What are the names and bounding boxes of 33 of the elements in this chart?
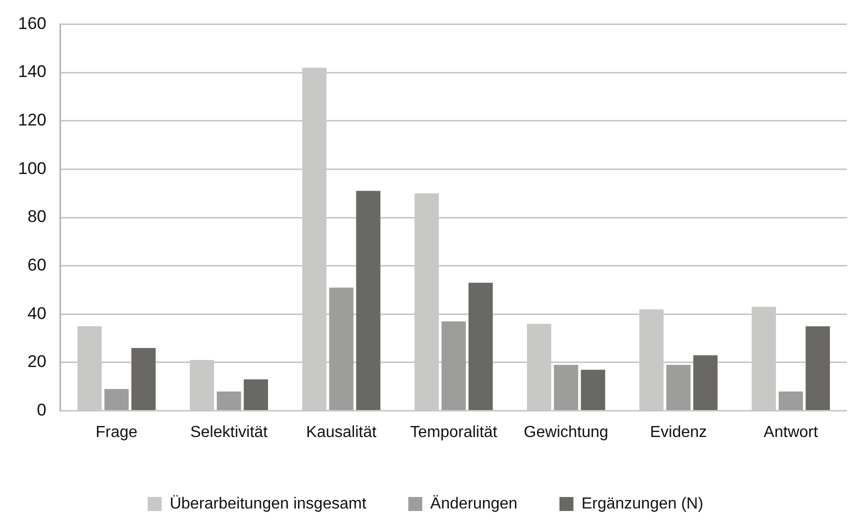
y-tick-label: 160 <box>18 14 46 33</box>
bar <box>216 391 242 410</box>
bar <box>778 391 803 410</box>
bar <box>666 364 691 410</box>
bar <box>468 282 493 410</box>
y-tick-label: 20 <box>27 352 46 372</box>
y-tick-label: 140 <box>18 62 46 82</box>
bar <box>356 190 380 410</box>
y-tick-label: 80 <box>27 207 46 226</box>
x-tick-label: Frage <box>96 424 138 441</box>
bar <box>693 355 718 410</box>
x-tick-label: Kausalität <box>306 424 377 441</box>
y-tick-label: 100 <box>18 158 46 178</box>
bar <box>244 379 268 410</box>
bar <box>131 348 156 410</box>
legend-label: Änderungen <box>430 494 518 512</box>
x-tick-label: Evidenz <box>650 424 707 441</box>
bar <box>806 326 830 410</box>
y-tick-label: 120 <box>18 110 46 130</box>
bar <box>554 364 578 410</box>
y-tick-label: 0 <box>36 400 46 420</box>
x-tick-label: Gewichtung <box>524 424 608 441</box>
x-tick-label: Antwort <box>764 424 818 441</box>
bar <box>104 389 129 410</box>
bar <box>329 288 354 410</box>
x-tick-label: Temporalität <box>410 424 498 441</box>
y-tick-label: 40 <box>27 304 46 323</box>
x-tick-label: Selektivität <box>190 424 268 441</box>
bar <box>442 321 466 410</box>
y-tick-label: 60 <box>27 256 46 275</box>
legend-label: Überarbeitungen insgesamt <box>170 494 367 512</box>
legend-label: Ergänzungen (N) <box>581 495 704 512</box>
bar <box>580 370 606 410</box>
